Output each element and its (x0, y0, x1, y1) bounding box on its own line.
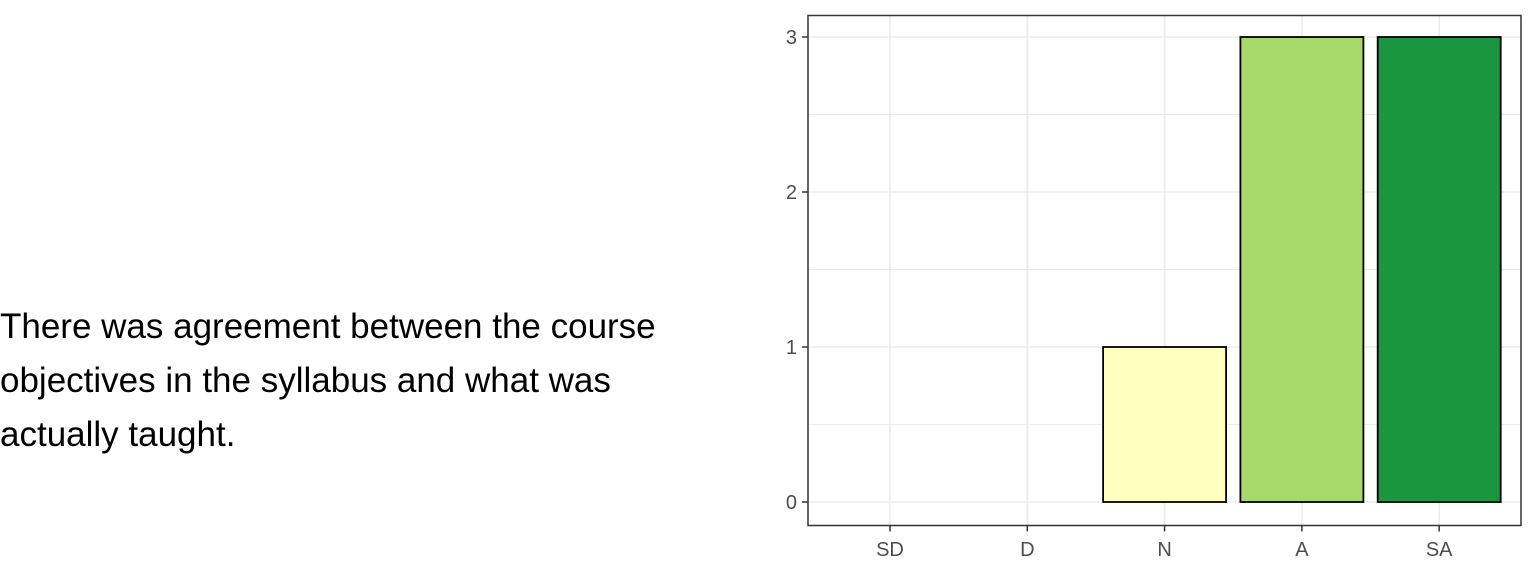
y-tick-label: 3 (786, 27, 797, 49)
bar-sa (1376, 36, 1502, 503)
question-text: There was agreement between the course o… (0, 307, 656, 454)
y-axis: 0 1 2 3 (786, 27, 808, 514)
x-tick-label-d: D (1020, 539, 1034, 561)
x-tick-label-n: N (1157, 539, 1171, 561)
x-tick-label-a: A (1295, 539, 1309, 561)
x-axis: SD D N A SA (876, 525, 1453, 561)
bar-a (1239, 36, 1365, 503)
x-tick-label-sd: SD (876, 539, 904, 561)
bar-n (1102, 346, 1227, 503)
y-tick-label: 0 (786, 492, 797, 514)
y-tick-label: 2 (786, 182, 797, 204)
y-tick-label: 1 (786, 337, 797, 359)
x-tick-label-sa: SA (1426, 539, 1453, 561)
bars (1102, 36, 1502, 503)
